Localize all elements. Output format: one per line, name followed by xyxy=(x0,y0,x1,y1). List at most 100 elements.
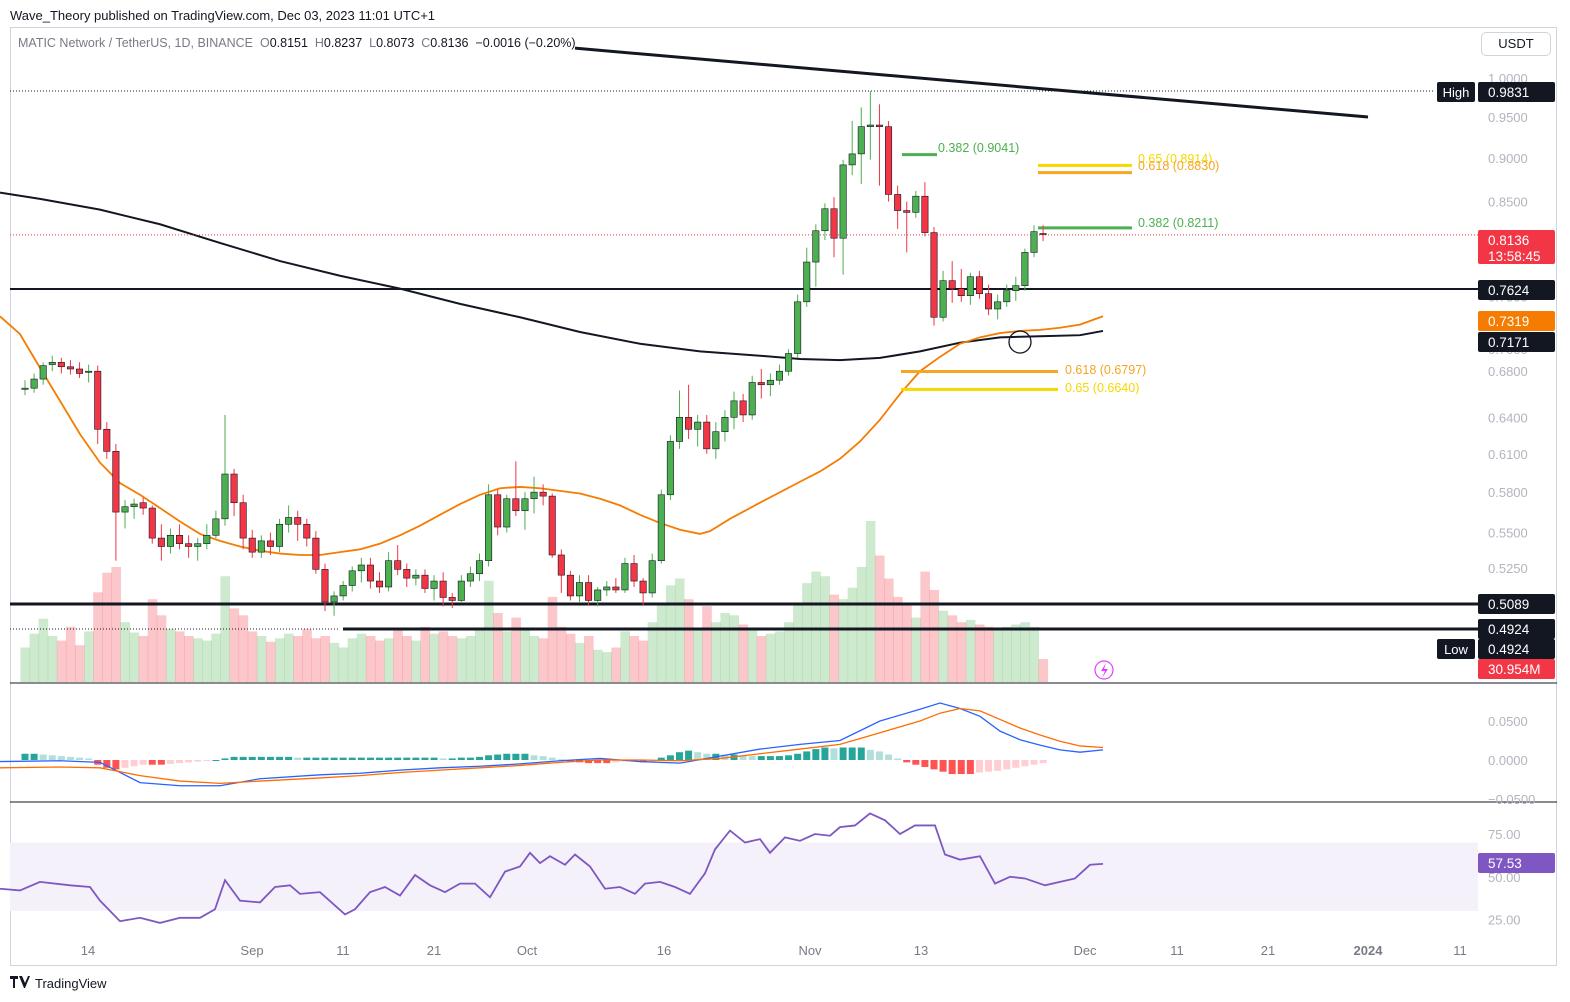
candle-body xyxy=(503,498,511,528)
volume-bar xyxy=(111,567,121,682)
volume-bar xyxy=(584,636,594,682)
ema-200-line xyxy=(0,191,1104,362)
volume-bar xyxy=(74,645,85,682)
macd-histogram-bar xyxy=(966,760,974,775)
candle-body xyxy=(757,382,765,386)
volume-bar xyxy=(911,617,921,682)
time-axis-tick: 2024 xyxy=(1354,943,1384,958)
candle-body xyxy=(94,370,102,430)
volume-bar xyxy=(647,622,658,682)
volume-bar xyxy=(329,642,340,682)
candles xyxy=(21,91,1047,616)
symbol-name[interactable]: MATIC Network / TetherUS, 1D, BINANCE xyxy=(18,36,254,50)
volume-bar xyxy=(474,629,485,682)
candle-body xyxy=(21,387,29,390)
macd-histogram-bar xyxy=(412,757,420,760)
macd-histogram-bar xyxy=(975,760,983,773)
currency-button[interactable]: USDT xyxy=(1481,32,1551,56)
volume-bar xyxy=(402,636,412,682)
macd-histogram-bar xyxy=(457,757,465,760)
macd-histogram-bar xyxy=(448,758,456,760)
footer-brand[interactable]: TradingView xyxy=(35,976,107,991)
candle-body xyxy=(666,441,674,496)
macd-histogram-bar xyxy=(130,760,138,767)
candle-body xyxy=(257,540,265,553)
close-label: C xyxy=(421,36,431,50)
volume-bar xyxy=(847,587,858,682)
candle-body xyxy=(312,537,320,570)
change-value: −0.0016 (−0.20%) xyxy=(475,36,576,50)
candle-body xyxy=(57,362,65,368)
macd-histogram-bar xyxy=(85,758,93,760)
candle-body xyxy=(748,382,756,416)
macd-histogram-bar xyxy=(148,760,156,765)
candle-body xyxy=(603,586,611,591)
volume-bar xyxy=(347,638,358,682)
macd-histogram-bar xyxy=(694,752,702,760)
macd-histogram-bar xyxy=(394,757,402,760)
volume-bar xyxy=(84,631,94,682)
volume-bar xyxy=(856,567,867,682)
volume-bar xyxy=(256,636,267,682)
macd-histogram-bar xyxy=(821,747,829,760)
candle-body xyxy=(457,580,465,601)
candle-body xyxy=(103,428,111,452)
macd-histogram-bar xyxy=(557,759,565,761)
time-axis-tick: 11 xyxy=(1170,943,1184,958)
volume-bar xyxy=(656,603,667,682)
macd-histogram-bar xyxy=(939,760,947,772)
volume-bar xyxy=(711,622,721,682)
macd-histogram-bar xyxy=(503,753,511,760)
candle-body xyxy=(721,417,729,433)
macd-histogram-bar xyxy=(494,754,502,760)
fib-level-label: 0.382 (0.8211) xyxy=(1138,216,1218,230)
macd-histogram-bar xyxy=(739,755,747,760)
candle-body xyxy=(85,370,93,373)
volume-bar xyxy=(311,638,321,682)
volume-bar xyxy=(147,599,158,682)
candle-body xyxy=(830,208,838,239)
price-tag: 30.954M xyxy=(1478,659,1555,679)
low-value: 0.8073 xyxy=(376,36,415,50)
candle-body xyxy=(985,293,993,310)
volume-bar xyxy=(693,629,703,682)
time-axis-tick: Dec xyxy=(1073,943,1097,958)
candle-body xyxy=(330,595,338,603)
price-tag-value-bg xyxy=(1478,280,1555,300)
tradingview-logo-icon[interactable] xyxy=(10,976,30,991)
candle-body xyxy=(475,560,483,575)
candle-body xyxy=(76,368,84,374)
candle-body xyxy=(657,494,665,561)
volume-bar xyxy=(38,618,49,682)
fib-level-label: 0.65 (0.6640) xyxy=(1065,381,1139,395)
volume-bar xyxy=(374,640,385,682)
volume-bar xyxy=(493,613,503,682)
macd-histogram-bar xyxy=(1030,760,1038,765)
macd-histogram-bar xyxy=(594,760,602,764)
candle-body xyxy=(648,560,656,594)
macd-histogram-bar xyxy=(921,760,929,768)
volume-bar xyxy=(620,631,630,682)
price-tag-label: Low xyxy=(1444,642,1468,657)
macd-histogram-bar xyxy=(257,756,265,760)
macd-histogram-bar xyxy=(366,757,374,760)
candle-body xyxy=(439,580,447,598)
volume-bar xyxy=(211,633,221,682)
volume-overlay xyxy=(20,521,1049,682)
candle-body xyxy=(785,353,793,372)
macd-histogram-bar xyxy=(166,760,174,764)
macd-histogram-bar xyxy=(1012,760,1020,768)
candle-body xyxy=(394,560,402,570)
macd-histogram-bar xyxy=(485,755,493,760)
volume-bar xyxy=(293,636,303,682)
volume-bar xyxy=(611,647,621,682)
macd-histogram-bar xyxy=(603,760,611,764)
macd-axis-tick: 0.0000 xyxy=(1488,753,1528,768)
candle-body xyxy=(48,362,56,365)
high-value: 0.8237 xyxy=(323,36,363,50)
macd-histogram-bar xyxy=(212,760,220,761)
macd-histogram-bar xyxy=(157,760,165,765)
price-tag: 0.4924 xyxy=(1478,619,1555,639)
volume-bar xyxy=(629,636,640,682)
